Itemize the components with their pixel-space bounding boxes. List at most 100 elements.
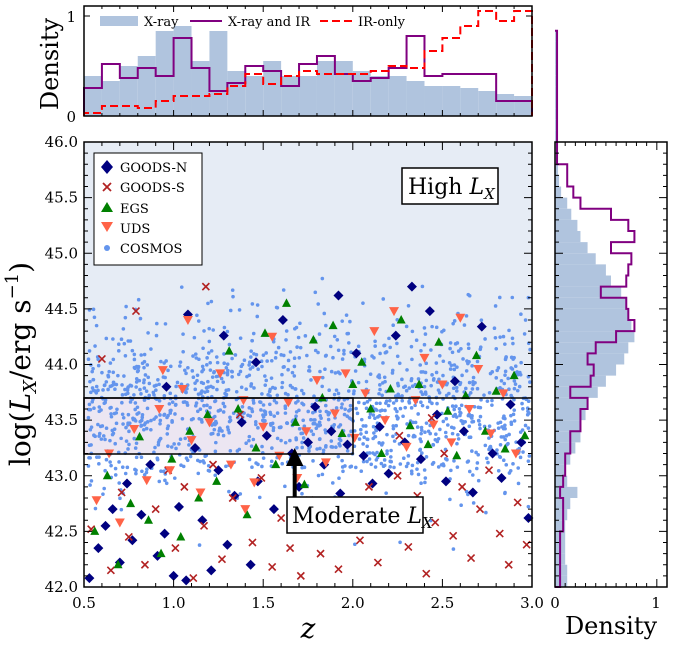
- cosmos-point: [90, 400, 95, 404]
- cosmos-point: [161, 469, 166, 474]
- cosmos-point: [456, 349, 461, 353]
- cosmos-point: [413, 434, 417, 439]
- cosmos-point: [253, 420, 258, 424]
- cosmos-point: [397, 361, 402, 366]
- cosmos-point: [201, 367, 206, 372]
- right-xray-bar: [555, 286, 622, 298]
- cosmos-point: [470, 473, 475, 477]
- cosmos-point: [518, 372, 523, 377]
- cosmos-point: [103, 437, 107, 442]
- cosmos-point: [428, 431, 432, 436]
- cosmos-point: [213, 399, 218, 403]
- top-ytick-0: 0: [66, 108, 76, 126]
- egs-point: [423, 439, 433, 449]
- cosmos-point: [315, 447, 319, 451]
- cosmos-point: [418, 437, 423, 441]
- main-scatter-panel: 0.5 1.0 1.5 2.0 2.5 3.0 42.0 42.5 43.0 4…: [2, 133, 544, 645]
- cosmos-point: [423, 332, 428, 336]
- right-xray-bar: [555, 30, 557, 42]
- cosmos-point: [236, 372, 241, 377]
- cosmos-point: [300, 388, 304, 393]
- cosmos-point: [193, 387, 198, 392]
- cosmos-point: [256, 367, 260, 371]
- cosmos-point: [391, 323, 395, 327]
- egs-point: [348, 379, 358, 389]
- cosmos-point: [315, 398, 319, 402]
- cosmos-point: [109, 463, 113, 468]
- cosmos-point: [279, 425, 283, 429]
- cosmos-point: [222, 325, 227, 330]
- right-xray-bar: [555, 464, 566, 476]
- egs-point: [271, 459, 281, 469]
- right-xtick-0: 0: [550, 594, 560, 612]
- cosmos-point: [423, 430, 427, 434]
- cosmos-point: [515, 388, 520, 393]
- goods-s-point: [140, 560, 149, 569]
- uds-point: [311, 376, 322, 386]
- cosmos-point: [437, 377, 441, 382]
- cosmos-point: [260, 418, 265, 423]
- cosmos-point: [258, 400, 262, 404]
- cosmos-point: [509, 355, 514, 360]
- goods-s-point: [513, 498, 522, 507]
- cosmos-point: [490, 398, 494, 403]
- xtick-4: 2.5: [430, 594, 454, 612]
- cosmos-point: [455, 441, 459, 446]
- cosmos-point: [435, 439, 440, 444]
- egs-point: [299, 479, 309, 489]
- cosmos-point: [383, 408, 387, 413]
- cosmos-point: [152, 384, 157, 388]
- cosmos-point: [252, 386, 256, 390]
- cosmos-point: [437, 391, 442, 395]
- cosmos-point: [423, 480, 427, 485]
- cosmos-point: [96, 422, 100, 427]
- cosmos-point: [152, 450, 156, 455]
- cosmos-point: [244, 441, 248, 446]
- egs-point: [251, 442, 261, 452]
- cosmos-point: [478, 345, 483, 350]
- cosmos-point: [159, 469, 163, 473]
- high-lx-box: [401, 167, 499, 205]
- cosmos-point: [93, 506, 98, 511]
- cosmos-point: [220, 429, 224, 433]
- cosmos-point: [377, 441, 381, 445]
- uds-point: [446, 438, 457, 448]
- cosmos-point: [410, 329, 415, 334]
- cosmos-point: [391, 426, 396, 431]
- goods-n-point: [181, 575, 192, 586]
- cosmos-point: [521, 406, 525, 411]
- cosmos-point: [388, 398, 392, 403]
- egs-point: [357, 357, 367, 366]
- legend-goods-n-marker: [101, 160, 113, 174]
- cosmos-point: [342, 398, 347, 402]
- cosmos-point: [423, 476, 428, 480]
- cosmos-point: [300, 445, 304, 450]
- cosmos-point: [301, 391, 306, 396]
- goods-s-point: [467, 554, 476, 563]
- cosmos-point: [88, 427, 93, 432]
- cosmos-point: [452, 459, 456, 463]
- cosmos-point: [274, 350, 278, 355]
- cosmos-point: [462, 323, 467, 327]
- cosmos-point: [134, 468, 138, 473]
- cosmos-point: [109, 414, 114, 419]
- cosmos-point: [476, 452, 481, 457]
- cosmos-point: [89, 479, 94, 483]
- cosmos-point: [92, 406, 96, 411]
- cosmos-point: [298, 321, 302, 326]
- cosmos-point: [109, 412, 113, 416]
- cosmos-point: [422, 468, 427, 472]
- uds-point: [182, 316, 193, 325]
- legend-cosmos-label: COSMOS: [120, 242, 182, 257]
- top-xray-bar: [137, 56, 156, 116]
- egs-point: [135, 431, 145, 441]
- cosmos-point: [180, 416, 185, 421]
- cosmos-point: [519, 312, 523, 316]
- cosmos-point: [126, 412, 131, 417]
- cosmos-point: [316, 302, 321, 306]
- cosmos-point: [142, 427, 146, 432]
- cosmos-point: [120, 393, 125, 397]
- cosmos-point: [226, 388, 231, 392]
- goods-s-point: [484, 466, 494, 475]
- right-histogram-panel: 0 1 Density: [550, 29, 668, 640]
